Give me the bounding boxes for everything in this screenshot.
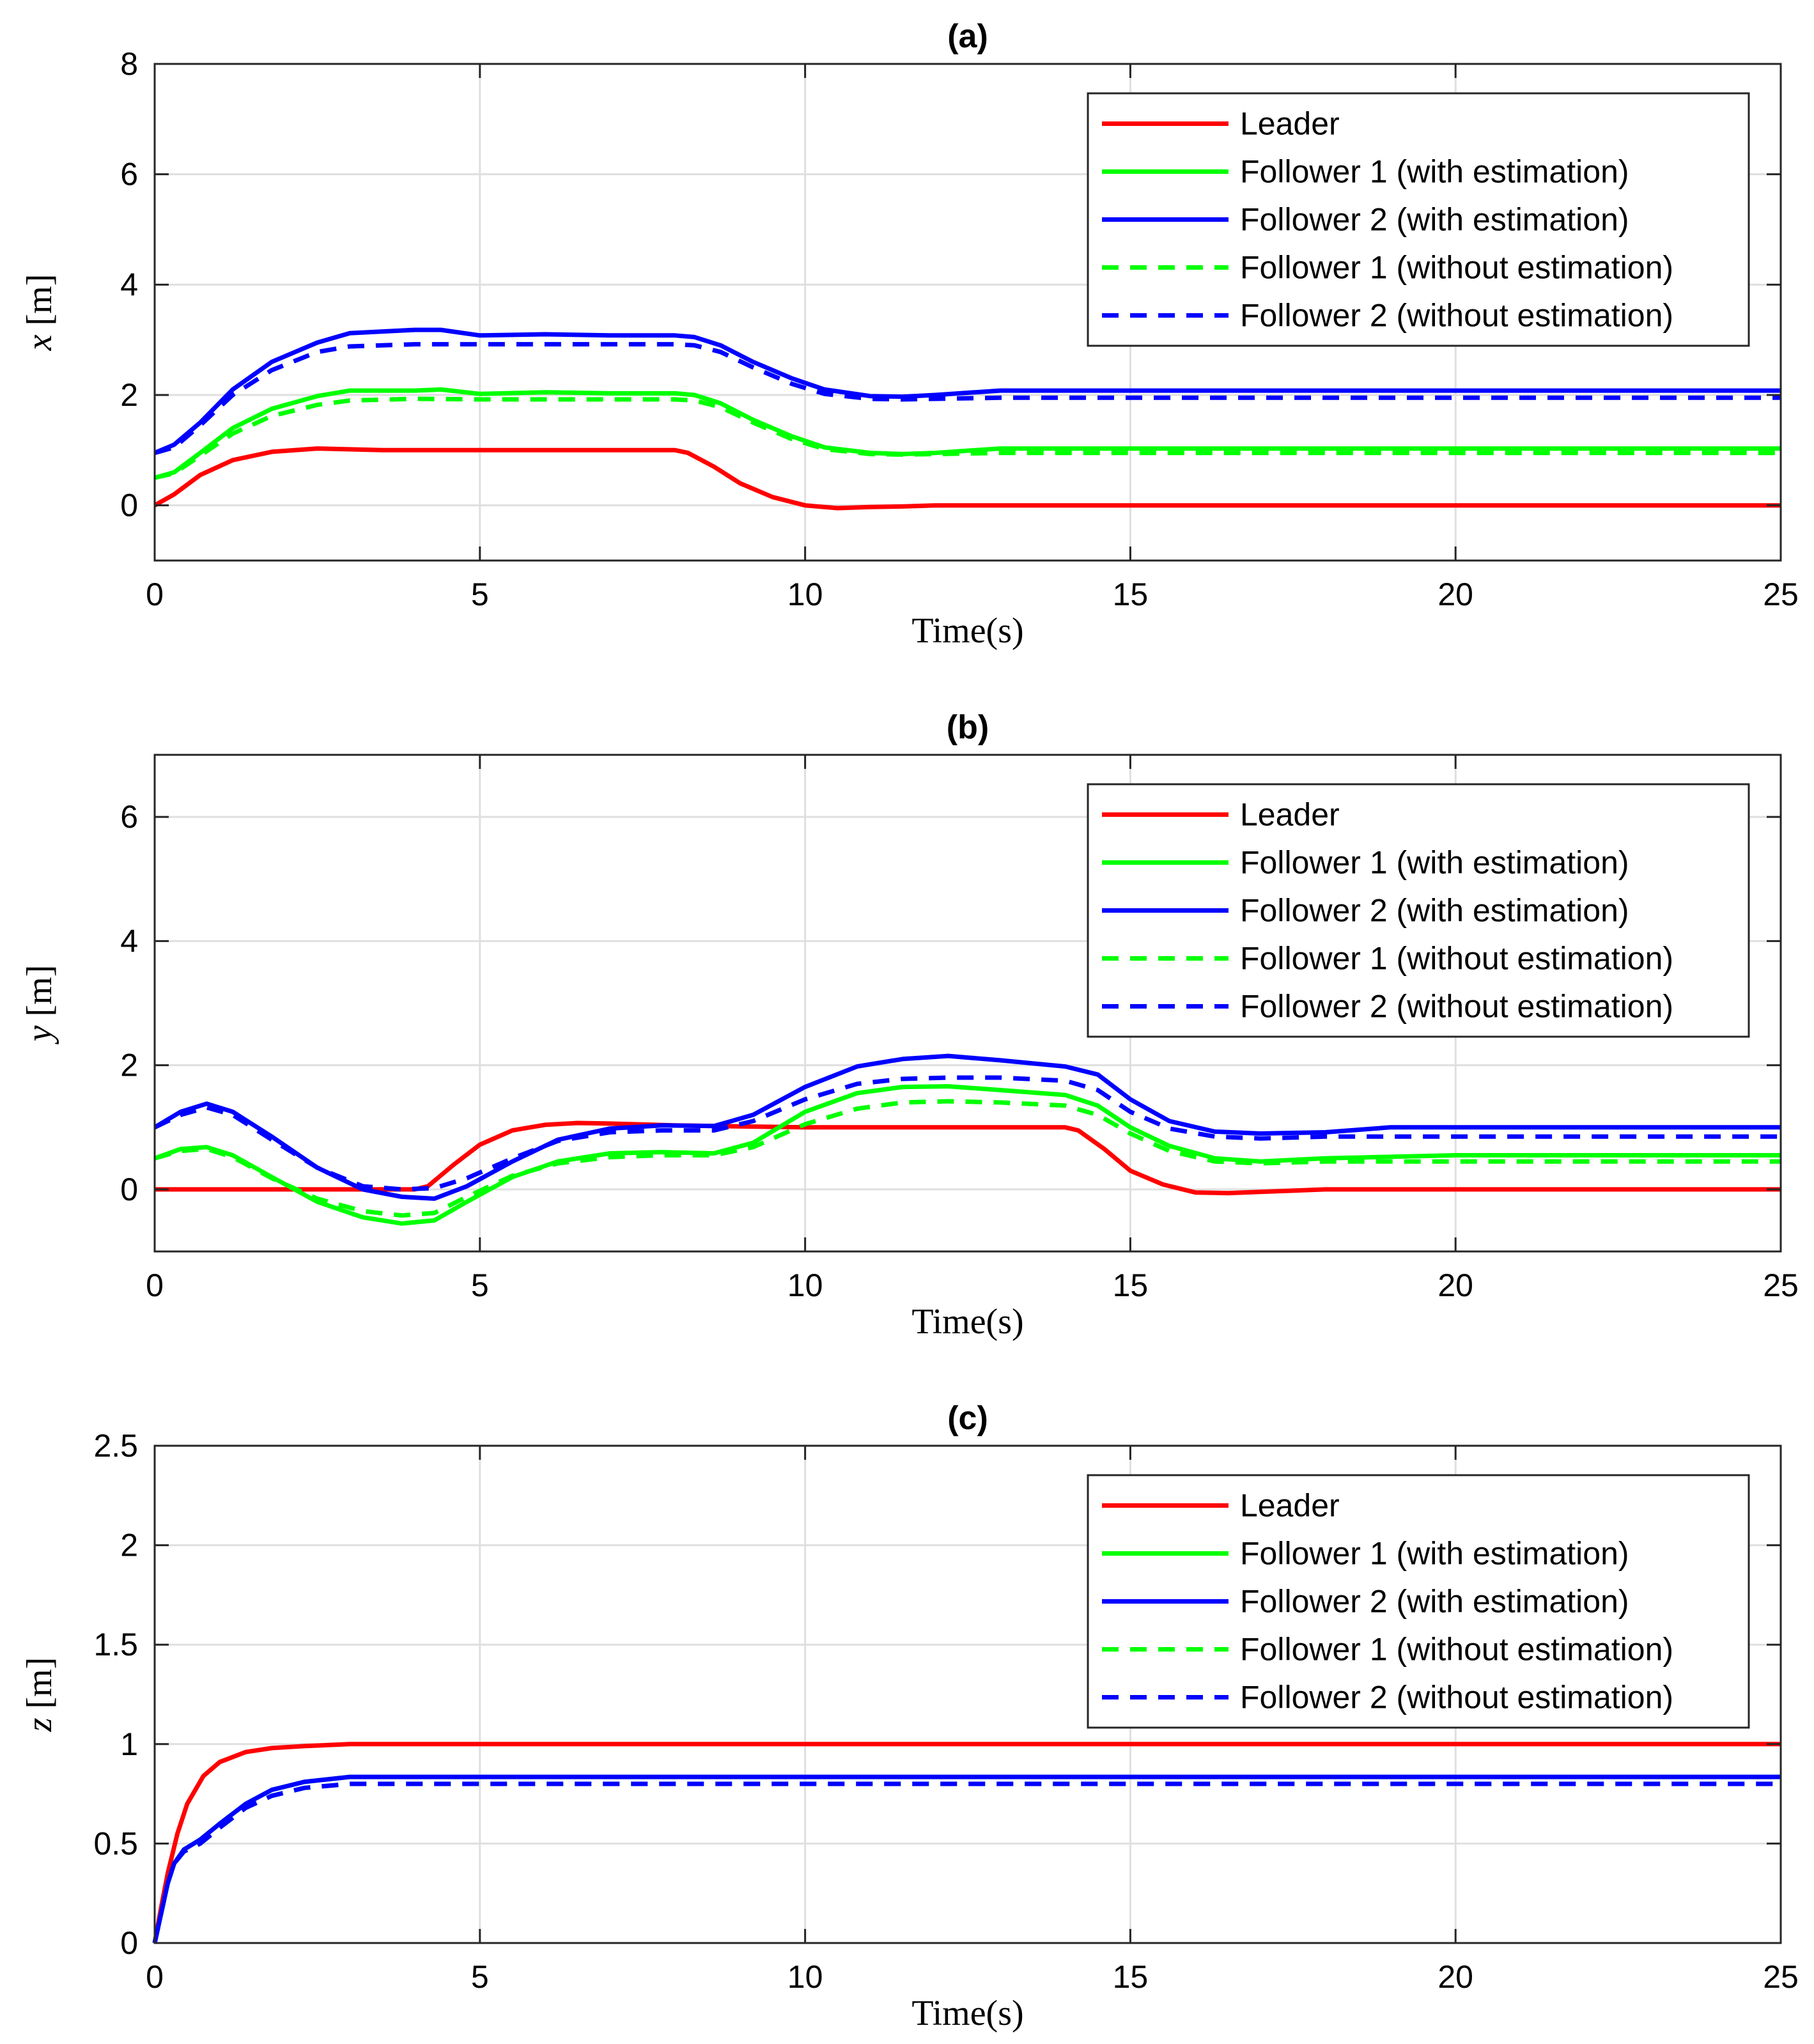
- series-line-4: [154, 1099, 1781, 1218]
- x-tick-label: 25: [1763, 1959, 1799, 1995]
- x-axis-label: Time(s): [911, 611, 1023, 651]
- y-tick-label: 0: [120, 1172, 138, 1207]
- series-line-2: [153, 1084, 1781, 1226]
- y-axis-unit: [m]: [20, 274, 59, 335]
- series-line-5: [153, 1075, 1781, 1192]
- legend-entry-label: Follower 2 (without estimation): [1240, 1680, 1673, 1715]
- y-axis-unit: [m]: [20, 1657, 59, 1718]
- y-axis-label: z [m]: [20, 1657, 59, 1733]
- y-tick-label: 0.5: [93, 1825, 138, 1861]
- chart-panel-2: 0 5 10 15 20 25 0 2 4 6 (b) Time(s) y [m] Leader Follo…: [20, 709, 1799, 1342]
- series-line-4: [154, 396, 1781, 480]
- legend: Leader Follower 1 (with estimation) Follow…: [1087, 92, 1750, 347]
- y-tick-label: 6: [120, 157, 138, 192]
- series-line-3: [153, 327, 1781, 455]
- legend-entry-label: Follower 1 (with estimation): [1240, 154, 1629, 190]
- legend-entry-label: Follower 2 (with estimation): [1240, 202, 1629, 238]
- chart-panel-1: 0 5 10 15 20 25 0 2 4 6 8 (a) Time(s) x [m] Leader Foll…: [20, 18, 1799, 651]
- x-tick-label: 0: [146, 1267, 164, 1303]
- y-axis-variable: x: [20, 334, 59, 351]
- series-line-5: [152, 1781, 1781, 1944]
- legend-entry-label: Follower 2 (without estimation): [1240, 298, 1673, 334]
- y-tick-label: 6: [120, 799, 138, 835]
- y-tick-label: 2: [120, 1048, 138, 1083]
- chart-title: (a): [947, 18, 988, 55]
- y-tick-label: 2: [120, 1528, 138, 1563]
- series-line-1: [155, 1120, 1781, 1196]
- legend-entry-label: Follower 1 (with estimation): [1240, 1536, 1629, 1572]
- x-tick-label: 10: [787, 1267, 823, 1303]
- x-axis-label: Time(s): [911, 1302, 1023, 1342]
- series-line-1: [152, 1742, 1781, 1944]
- legend-entry-label: Follower 2 (with estimation): [1240, 893, 1629, 929]
- chart-panel-3: 0 5 10 15 20 25 0 0.5 1 1.5 2 2.5 (c) Time(s) z [m] Lea…: [20, 1400, 1799, 2033]
- legend-entry-label: Follower 1 (without estimation): [1240, 1632, 1673, 1668]
- y-tick-label: 4: [120, 267, 138, 302]
- y-tick-label: 0: [120, 1925, 138, 1961]
- y-tick-label: 1.5: [93, 1627, 138, 1662]
- x-axis-label: Time(s): [911, 1994, 1023, 2033]
- y-axis-unit: [m]: [20, 965, 59, 1026]
- x-tick-label: 15: [1113, 1267, 1149, 1303]
- y-tick-label: 2: [120, 377, 138, 413]
- x-tick-label: 5: [471, 1959, 489, 1995]
- legend-entry-label: Leader: [1240, 106, 1340, 142]
- x-tick-label: 20: [1438, 577, 1473, 612]
- x-tick-label: 5: [471, 1267, 489, 1303]
- x-tick-label: 5: [471, 577, 489, 612]
- x-tick-label: 25: [1763, 1267, 1799, 1303]
- axes-box: [153, 754, 1782, 1253]
- x-tick-label: 20: [1438, 1959, 1473, 1995]
- chart-title: (c): [947, 1400, 988, 1437]
- legend-entry-label: Follower 2 (without estimation): [1240, 989, 1673, 1025]
- x-tick-label: 10: [787, 1959, 823, 1995]
- y-tick-label: 4: [120, 923, 138, 959]
- legend-entry-label: Leader: [1240, 797, 1340, 833]
- x-tick-label: 20: [1438, 1267, 1473, 1303]
- y-axis-variable: z: [20, 1717, 59, 1732]
- y-tick-label: 0: [120, 488, 138, 523]
- y-tick-label: 1: [120, 1726, 138, 1762]
- legend: Leader Follower 1 (with estimation) Follow…: [1087, 1474, 1750, 1729]
- legend-entry-label: Follower 1 (without estimation): [1240, 250, 1673, 286]
- x-tick-label: 15: [1113, 1959, 1149, 1995]
- x-tick-label: 15: [1113, 577, 1149, 612]
- series-line-2: [154, 387, 1781, 480]
- x-tick-label: 25: [1763, 577, 1799, 612]
- legend-entry-label: Follower 2 (with estimation): [1240, 1584, 1629, 1620]
- legend-entry-label: Follower 1 (with estimation): [1240, 845, 1629, 881]
- axes-box: [153, 63, 1782, 562]
- x-tick-label: 0: [146, 577, 164, 612]
- axes-box: [153, 1444, 1782, 1944]
- x-tick-label: 0: [146, 1959, 164, 1995]
- x-tick-label: 10: [787, 577, 823, 612]
- legend-entry-label: Follower 1 (without estimation): [1240, 941, 1673, 977]
- chart-title: (b): [947, 709, 989, 746]
- y-axis-label: y [m]: [20, 965, 59, 1045]
- y-axis-variable: y: [20, 1025, 59, 1044]
- legend-entry-label: Leader: [1240, 1488, 1340, 1524]
- y-tick-label: 2.5: [93, 1428, 138, 1464]
- legend: Leader Follower 1 (with estimation) Follow…: [1087, 783, 1750, 1038]
- y-axis-label: x [m]: [20, 274, 59, 352]
- y-tick-label: 8: [120, 46, 138, 82]
- series-line-1: [153, 446, 1781, 511]
